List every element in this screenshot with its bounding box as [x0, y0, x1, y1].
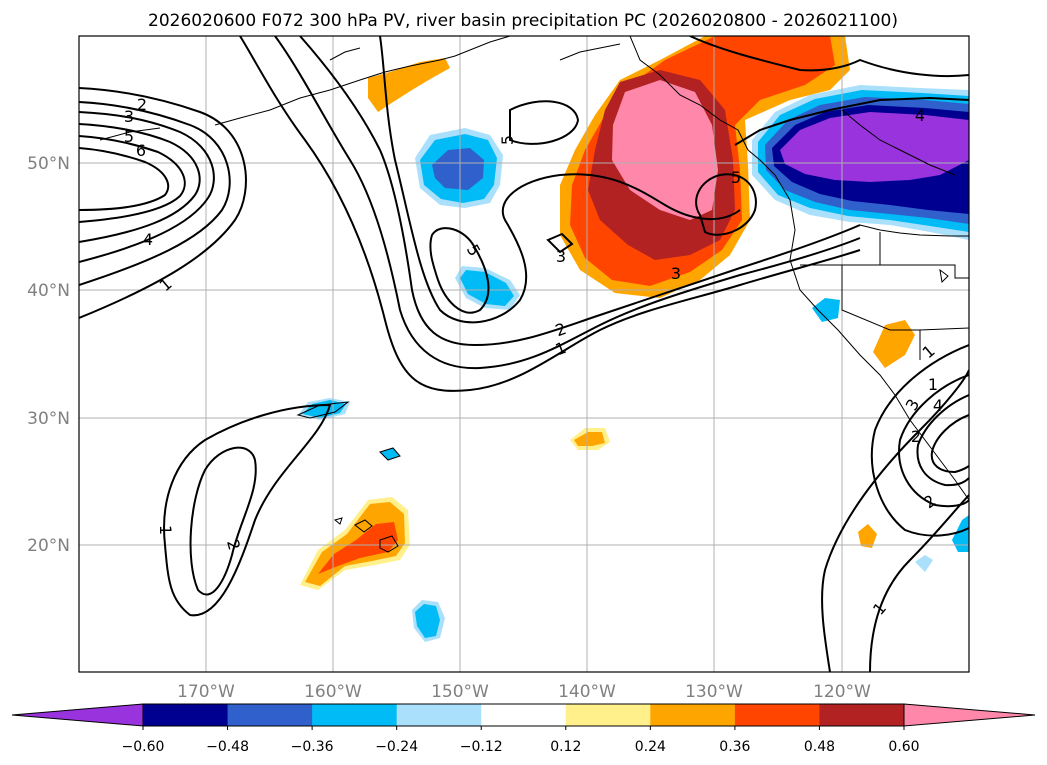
- contour-label: 4: [143, 230, 153, 249]
- colorbar-swatch: [819, 704, 905, 726]
- colorbar-swatch: [650, 704, 736, 726]
- colorbar-tick-label: 0.60: [888, 739, 919, 755]
- contour-label: 5: [498, 135, 517, 145]
- contour-label: 1: [156, 525, 175, 535]
- x-axis-ticks: 170°W 160°W 150°W 140°W 130°W 120°W: [177, 682, 871, 702]
- contour-label: 3: [124, 107, 134, 126]
- shaded-region-pacific-northwest-negative: [752, 85, 969, 240]
- y-tick-label: 40°N: [27, 281, 70, 301]
- colorbar-outline: [142, 703, 905, 727]
- contour-label: 1: [928, 375, 938, 394]
- colorbar-swatch: [143, 704, 229, 726]
- y-tick-label: 30°N: [27, 409, 70, 429]
- x-tick-label: 150°W: [431, 682, 489, 702]
- map-frame: [78, 35, 970, 673]
- contour-label: 2: [223, 537, 244, 552]
- contour-label: 4: [915, 106, 925, 125]
- shaded-region-hawaii-positive: [300, 497, 410, 590]
- x-tick-label: 140°W: [558, 682, 616, 702]
- coastlines: [99, 36, 969, 553]
- colorbar-swatch: [312, 704, 398, 726]
- colorbar-tick-label: 0.24: [635, 739, 666, 755]
- colorbar-swatch: [227, 704, 313, 726]
- x-tick-label: 170°W: [177, 682, 235, 702]
- colorbar-tick-label: −0.60: [122, 739, 165, 755]
- contour-label: 3: [556, 247, 566, 266]
- shaded-region-central-pacific-negative: [298, 128, 969, 642]
- colorbar-extend-high: [903, 703, 1036, 727]
- chart-title: 2026020600 F072 300 hPa PV, river basin …: [148, 11, 898, 31]
- y-axis-ticks: 20°N 30°N 40°N 50°N: [27, 154, 70, 556]
- contour-label: 3: [671, 264, 681, 283]
- colorbar-tick-label: −0.48: [206, 739, 249, 755]
- colorbar-swatch: [734, 704, 820, 726]
- shaded-region-gulf-of-alaska-positive: [368, 36, 915, 548]
- x-tick-label: 130°W: [685, 682, 743, 702]
- colorbar-tick-label: 0.48: [804, 739, 835, 755]
- contour-label: 5: [731, 168, 741, 187]
- y-tick-label: 20°N: [27, 536, 70, 556]
- y-tick-label: 50°N: [27, 154, 70, 174]
- contour-label: 6: [136, 141, 146, 160]
- colorbar-swatch: [481, 704, 567, 726]
- colorbar-tick-label: −0.24: [375, 739, 418, 755]
- colorbar-swatch: [565, 704, 651, 726]
- colorbar: −0.60 −0.48 −0.36 −0.24 −0.12 0.12 0.24 0.36 0.4…: [11, 703, 1036, 755]
- contour-label: 5: [124, 127, 134, 146]
- pv-contours: [79, 36, 969, 672]
- colorbar-extend-low: [11, 703, 144, 727]
- contour-label: 4: [933, 396, 943, 415]
- map-area: 2 3 5 6 4 1 5 5 3 3 5 4 2 1 1 2 1 3 4 2 …: [79, 36, 969, 672]
- colorbar-tick-label: 0.12: [550, 739, 581, 755]
- colorbar-tick-label: −0.12: [460, 739, 503, 755]
- x-tick-label: 120°W: [813, 682, 871, 702]
- contour-label: 2: [137, 95, 147, 114]
- colorbar-tick-label: −0.36: [291, 739, 334, 755]
- x-tick-label: 160°W: [304, 682, 362, 702]
- contour-labels: 2 3 5 6 4 1 5 5 3 3 5 4 2 1 1 2 1 3 4 2 …: [124, 95, 943, 619]
- contour-label: 2: [911, 427, 921, 446]
- colorbar-tick-label: 0.36: [719, 739, 750, 755]
- colorbar-swatch: [396, 704, 482, 726]
